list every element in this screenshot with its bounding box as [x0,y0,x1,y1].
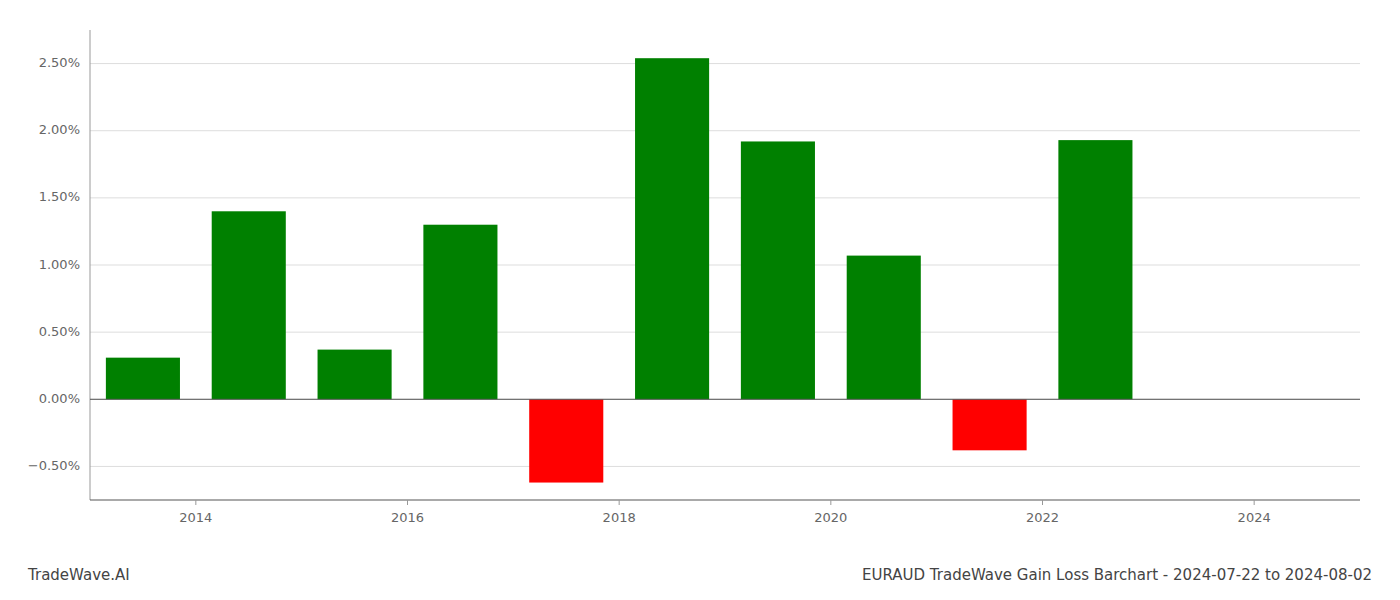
watermark: TradeWave.AI [27,566,130,584]
y-tick-label: 2.50% [39,55,80,70]
x-tick-label: 2024 [1238,510,1271,525]
grid-line [90,130,1360,131]
y-axis-line [90,30,91,500]
y-tick-label: 1.00% [39,257,80,272]
x-tick-label: 2022 [1026,510,1059,525]
x-tick [1254,500,1255,505]
bar [953,399,1027,450]
x-axis: 2014 2016 2018 2020 2022 2024 [90,500,1360,525]
y-tick-label: 0.00% [39,391,80,406]
bar [741,141,815,399]
x-tick [1042,500,1043,505]
grid-line [90,466,1360,467]
x-axis-line [90,500,1360,501]
x-tick [619,500,620,505]
y-tick-label: 0.50% [39,324,80,339]
grid-line [90,63,1360,64]
bars [106,58,1133,482]
x-tick-label: 2020 [814,510,847,525]
bar [1058,140,1132,399]
y-tick-label: 1.50% [39,189,80,204]
x-tick-label: 2016 [391,510,424,525]
bar [529,399,603,482]
bar [635,58,709,399]
x-tick [830,500,831,505]
grid-line [90,399,1360,400]
x-tick [407,500,408,505]
bar [106,358,180,400]
x-tick-label: 2018 [603,510,636,525]
x-tick-label: 2014 [179,510,212,525]
y-axis: −0.50% 0.00% 0.50% 1.00% 1.50% 2.00% 2.50% [28,30,90,500]
grid [90,64,1360,467]
bar [212,211,286,399]
bar [318,350,392,400]
background [0,0,1400,600]
y-tick-label: 2.00% [39,122,80,137]
grid-line [90,197,1360,198]
zero-line [90,399,1360,400]
x-tick [195,500,196,505]
bar [423,225,497,400]
chart: −0.50% 0.00% 0.50% 1.00% 1.50% 2.00% 2.50% 2014… [0,0,1400,600]
bar [847,256,921,400]
y-tick-label: −0.50% [28,458,80,473]
title: EURAUD TradeWave Gain Loss Barchart - 20… [862,566,1372,584]
